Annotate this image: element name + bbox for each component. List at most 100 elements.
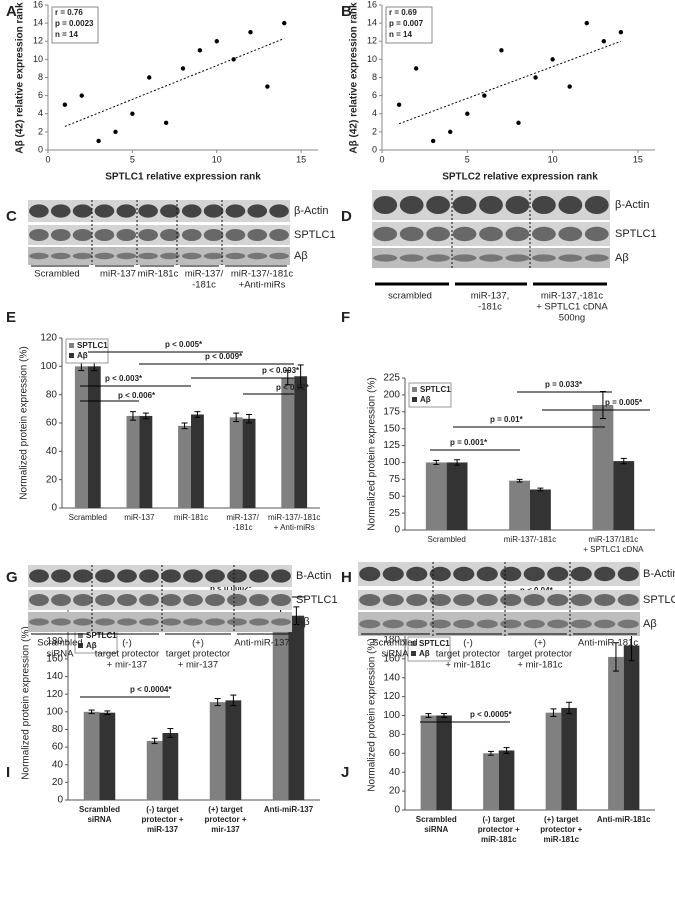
blot-band [452, 226, 477, 242]
x-tick-label: siRNA [87, 815, 111, 824]
bar [74, 366, 88, 508]
blot-band [183, 594, 203, 606]
bar [126, 415, 140, 508]
point [96, 138, 101, 144]
panel-letter: E [6, 309, 16, 326]
y-tick-label: 120 [46, 689, 63, 700]
blot-band [203, 252, 224, 260]
group-label: target protector [508, 649, 572, 660]
blot-band [138, 204, 158, 218]
y-axis-label: Aβ (42) relative expression rank [349, 2, 360, 154]
y-tick-label: 80 [52, 724, 64, 735]
x-tick-label: miR-181c [174, 513, 208, 522]
error-bar [566, 701, 573, 715]
point [618, 29, 624, 35]
blot-band [429, 566, 451, 582]
x-tick-label: + SPTLC1 cDNA [583, 545, 644, 554]
y-tick-label: 16 [33, 0, 43, 9]
y-tick-label: 2 [38, 126, 43, 136]
legend-swatch [69, 343, 74, 348]
y-tick-label: 40 [46, 446, 58, 457]
group-label: Anti-miR-181c [578, 638, 638, 649]
error-bar [167, 728, 174, 738]
blot-band [205, 569, 225, 583]
legend-label: SPTLC1 [86, 631, 117, 640]
bar [99, 712, 116, 800]
blot-band [72, 204, 93, 218]
y-tick-label: 4 [372, 108, 377, 118]
blot-band [617, 619, 639, 629]
y-tick-label: 12 [367, 36, 377, 46]
x-tick-label: 10 [548, 154, 558, 164]
panel-letter: D [341, 208, 352, 225]
group-label: Scrambled [34, 269, 79, 280]
point [516, 120, 521, 126]
bar [87, 366, 101, 508]
error-bar [425, 713, 432, 718]
y-tick-label: 200 [383, 390, 400, 401]
y-tick-label: 20 [389, 786, 401, 797]
bar [509, 480, 530, 530]
legend-swatch [78, 633, 83, 638]
group-label: 500ng [559, 313, 585, 324]
bar [498, 750, 515, 810]
y-tick-label: 75 [389, 474, 401, 485]
x-tick-label: + Anti-miRs [274, 523, 315, 532]
blot-strip [28, 612, 292, 632]
blot-band [73, 569, 93, 583]
blot-band [72, 252, 93, 260]
point [62, 102, 68, 107]
blot-band [584, 226, 609, 242]
blot-strip [28, 247, 290, 265]
y-axis-label: Normalized protein expression (%) [367, 638, 378, 791]
x-tick-label: 15 [296, 154, 306, 164]
bar [139, 415, 153, 508]
y-tick-label: 0 [394, 525, 400, 536]
error-bar [194, 411, 201, 418]
y-tick-label: 180 [383, 635, 400, 646]
group-label: miR-137, [471, 291, 510, 302]
blot-band [73, 618, 93, 626]
blot-band [139, 618, 159, 626]
legend-label: Aβ [419, 649, 430, 658]
legend-swatch [78, 643, 83, 648]
y-axis-label: Normalized protein expression (%) [19, 346, 30, 499]
blot-strip [28, 590, 292, 610]
group-label: -181c [478, 302, 502, 313]
group-label: miR-137 [100, 269, 136, 280]
blot-band [161, 618, 181, 626]
panel-letter: J [341, 764, 349, 781]
bar [272, 616, 289, 800]
blot-band [558, 254, 583, 262]
blot-band [594, 619, 616, 629]
point [448, 129, 453, 135]
y-tick-label: 160 [46, 654, 63, 665]
y-tick-label: 80 [46, 389, 58, 400]
group-label: Scrambled [37, 638, 82, 649]
error-bar [612, 642, 619, 672]
y-tick-label: 100 [46, 706, 63, 717]
bar [613, 461, 635, 530]
blot-band [429, 619, 451, 629]
blot-band [359, 619, 381, 629]
blot-band [95, 569, 115, 583]
blot-row-label: SPTLC1 [615, 228, 657, 240]
x-tick-label: miR-137 [147, 825, 179, 834]
blot-row-label: SPTLC1 [296, 594, 338, 606]
blot-band [138, 229, 158, 241]
stats-text: n = 14 [389, 30, 412, 39]
bar [608, 656, 624, 810]
blot-band [406, 566, 428, 582]
blot-band [426, 254, 451, 262]
stats-text: p = 0.007 [389, 19, 424, 28]
y-tick-label: 175 [383, 406, 400, 417]
x-tick-label: protector + [540, 825, 582, 834]
blot-band [523, 566, 545, 582]
blot-band [139, 569, 159, 583]
panel-letter: A [6, 3, 17, 20]
blot-band [95, 594, 115, 606]
x-tick-label: miR-137/-181c [504, 535, 556, 544]
bar [592, 405, 614, 530]
blot-band [247, 229, 268, 241]
blot-band [160, 252, 180, 260]
